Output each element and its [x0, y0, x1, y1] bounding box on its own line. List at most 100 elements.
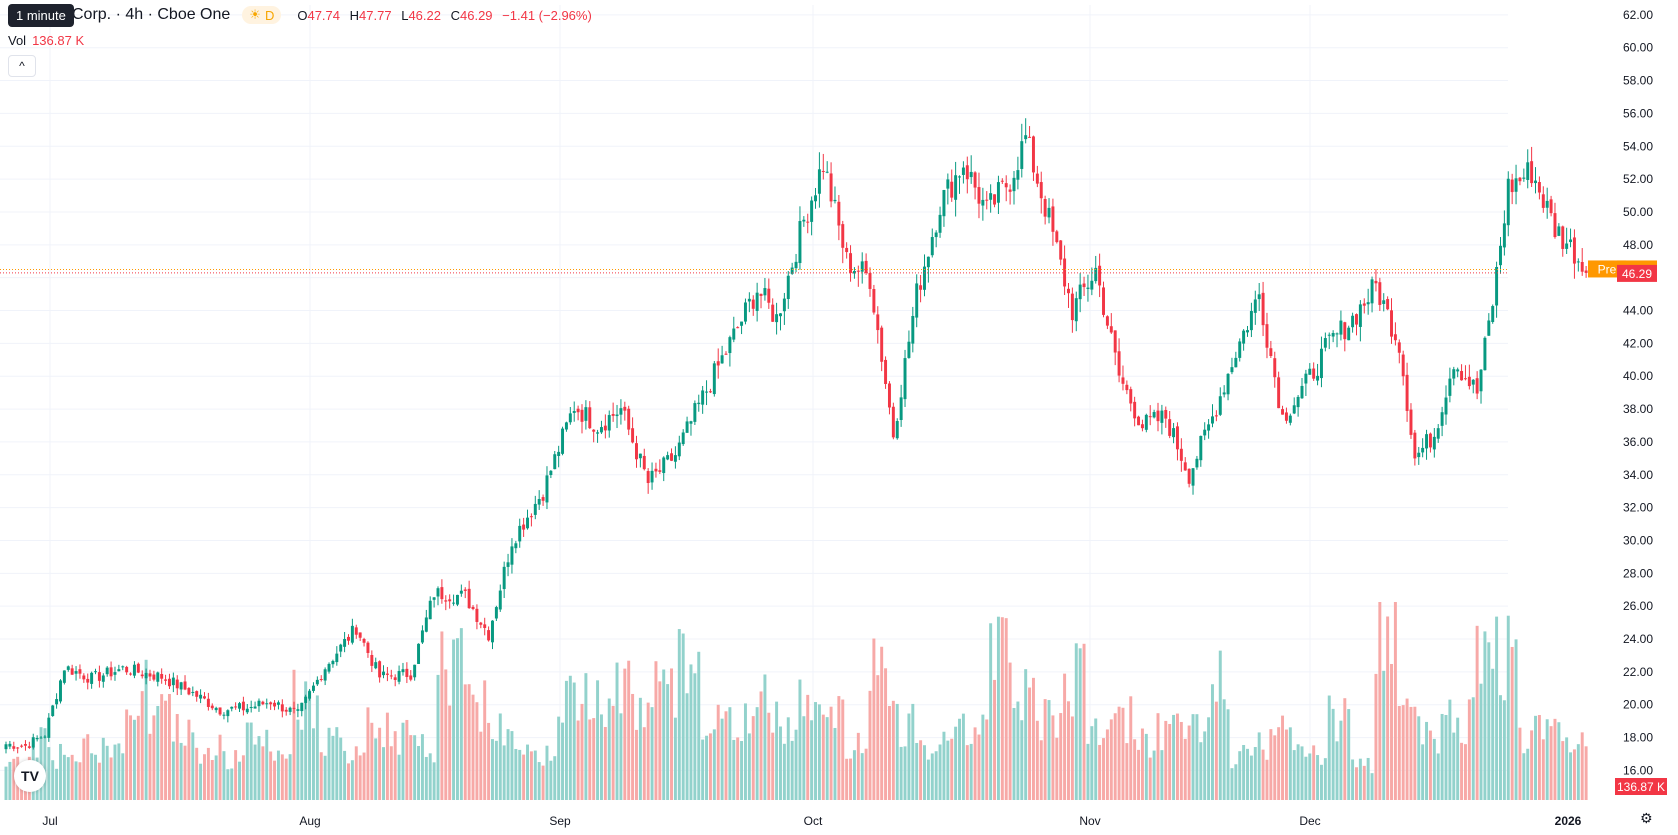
volume-bar — [533, 750, 537, 800]
gear-icon[interactable]: ⚙ — [1640, 810, 1653, 826]
candle — [1522, 168, 1526, 182]
volume-bar — [977, 734, 981, 800]
volume-bar — [94, 754, 97, 800]
candle — [1569, 228, 1573, 248]
candle — [576, 405, 580, 421]
volume-bar — [448, 705, 452, 800]
candle — [1343, 321, 1347, 352]
volume-bar — [370, 722, 374, 800]
candle — [635, 435, 638, 468]
volume-bar — [880, 646, 884, 800]
candle — [1428, 432, 1432, 453]
candle — [720, 345, 724, 364]
candle — [1487, 313, 1491, 336]
candle — [82, 673, 86, 683]
volume-bar — [393, 731, 397, 800]
candle — [1362, 298, 1366, 314]
volume-bar — [845, 758, 849, 800]
collapse-legend-button[interactable]: ^ — [8, 55, 36, 77]
candle — [331, 659, 335, 668]
candle — [1043, 195, 1047, 225]
volume-bar — [1417, 716, 1421, 800]
volume-bar — [689, 664, 693, 800]
candle — [59, 679, 62, 704]
time-axis: Jul Aug Sep Oct Nov Dec 2026 — [42, 814, 1581, 828]
volume-bar — [1514, 639, 1518, 800]
candle — [1140, 419, 1144, 432]
candle — [253, 701, 257, 709]
volume-bar — [1105, 729, 1109, 800]
volume-bar — [1168, 723, 1172, 800]
volume-bar — [308, 690, 312, 800]
volume-bar — [1530, 730, 1534, 800]
candle — [798, 206, 802, 270]
candle — [23, 740, 27, 751]
candle — [1397, 339, 1401, 364]
volume-bar — [47, 747, 51, 800]
market-status-badge[interactable]: ☀ D — [242, 6, 282, 24]
volume-bar — [514, 748, 518, 800]
candles — [4, 118, 1588, 754]
candle — [689, 420, 693, 436]
candle — [238, 701, 241, 713]
volume-bar — [1160, 750, 1164, 800]
candle — [541, 494, 545, 506]
candle — [1234, 351, 1238, 368]
candle — [1051, 198, 1055, 246]
volume-bar — [1549, 726, 1553, 800]
candle — [35, 735, 39, 742]
volume-bar — [1214, 701, 1218, 800]
candle — [845, 242, 849, 259]
volume-bar — [1281, 715, 1285, 800]
volume-bar — [1187, 725, 1191, 800]
volume-bar — [1541, 739, 1545, 800]
volume-bar — [759, 691, 763, 800]
volume-bar — [705, 735, 709, 800]
volume-bar — [728, 707, 732, 800]
volume-bar — [1483, 631, 1487, 800]
candle — [786, 271, 790, 309]
candle — [1016, 156, 1020, 190]
candle — [1137, 415, 1141, 426]
candle — [736, 326, 740, 329]
candle — [1125, 380, 1129, 395]
volume-bar — [1409, 706, 1413, 800]
candle — [1351, 312, 1355, 333]
candle — [315, 676, 319, 687]
volume-bar — [872, 638, 876, 800]
candle — [66, 665, 70, 672]
candle — [852, 267, 856, 279]
candle — [673, 446, 677, 469]
volume-bar — [479, 731, 483, 800]
chart-grid — [0, 5, 1508, 800]
candle — [1335, 332, 1339, 348]
price-tick: 28.00 — [1623, 566, 1653, 580]
volume-bar — [950, 738, 954, 800]
candle — [187, 687, 191, 696]
candle — [31, 733, 35, 750]
candle — [51, 704, 55, 717]
volume-bar — [1199, 742, 1203, 800]
candle — [864, 253, 868, 275]
candle — [821, 153, 825, 180]
candle — [1148, 405, 1152, 426]
volume-bar — [658, 681, 662, 800]
volume-bar — [673, 717, 677, 800]
candle — [1378, 277, 1382, 311]
candle — [817, 152, 821, 208]
volume-bar — [887, 706, 891, 800]
volume-bar — [993, 679, 997, 800]
candle — [841, 220, 845, 264]
volume-bar — [1463, 744, 1467, 800]
candle — [199, 689, 203, 704]
symbol-title[interactable]: Corp. · 4h · Cboe One — [72, 6, 231, 23]
candle — [930, 228, 934, 258]
volume-bar — [884, 668, 888, 800]
volume-bar — [1580, 732, 1584, 800]
candle — [343, 632, 347, 653]
candle — [257, 698, 261, 712]
tradingview-logo[interactable]: TV — [14, 760, 46, 792]
volume-bar — [1004, 618, 1008, 800]
candle — [985, 191, 989, 210]
